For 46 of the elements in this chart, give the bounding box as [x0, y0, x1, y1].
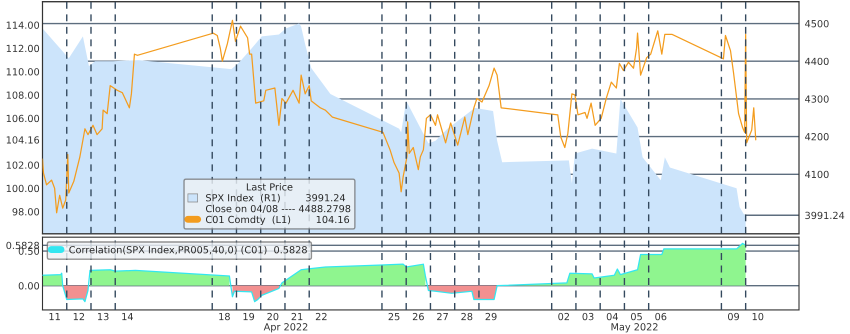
x-tick-label: 02 [558, 312, 570, 320]
x-tick-label: 25 [388, 312, 400, 320]
y-tick-label: 0.00 [18, 282, 40, 290]
y-tick-label: 0.50 [18, 247, 40, 255]
y2-tick-label: 4500 [805, 20, 829, 28]
x-tick-label: 19 [243, 312, 254, 320]
x-tick-label: 14 [122, 313, 134, 320]
x-tick-label: 05 [631, 312, 642, 320]
y-tick-label: 100.00 [6, 184, 40, 192]
y-tick-label: 0.5828 [6, 242, 40, 250]
x-tick-label: 21 [292, 312, 302, 320]
x-tick-label: 28 [461, 312, 472, 320]
y2-tick-label: 4100 [805, 170, 829, 178]
x-tick-label: 10 [752, 312, 764, 320]
legend-title: Last Price [246, 183, 292, 191]
y2-tick-label: 4400 [805, 58, 829, 66]
legend-label: C01 Comdty (L1) 104.16 [206, 216, 350, 226]
x-tick-label: 12 [74, 312, 84, 320]
x-tick-label: 27 [437, 312, 448, 320]
x-tick-label: 26 [412, 312, 424, 320]
x2-tick-label: Apr 2022 [264, 323, 308, 332]
x-tick-label: 03 [582, 312, 594, 320]
x-tick-label: 18 [219, 312, 230, 320]
x-tick-label: 29 [486, 312, 497, 320]
y-tick-label: 106.00 [6, 114, 40, 122]
y2-tick-label: 4200 [805, 133, 829, 140]
legend-label: Correlation(SPX Index,PR005,40,0) (C01) 0.5828 [69, 246, 307, 255]
x-tick-label: 11 [50, 313, 60, 320]
x-tick-label: 09 [728, 312, 740, 320]
y2-tick-label: 3991.24 [805, 212, 844, 220]
y-tick-label: 110.00 [6, 68, 40, 76]
legend-label: SPX Index (R1) 3991.24 [206, 194, 346, 203]
y-tick-label: 114.00 [6, 21, 40, 29]
x-tick-label: 22 [316, 312, 327, 320]
x-tick-label: 20 [267, 312, 278, 320]
x2-tick-label: May 2022 [612, 323, 658, 332]
y-tick-label: 108.00 [6, 91, 40, 99]
x-tick-label: 06 [655, 312, 666, 320]
x-tick-label: 04 [606, 312, 618, 320]
x-tick-label: 13 [98, 312, 109, 320]
annotation: Close on 04/08 ---- 4488.2798 [206, 204, 350, 214]
y-tick-label: 104.16 [6, 136, 40, 144]
y2-tick-label: 4300 [805, 95, 829, 103]
y-tick-label: 102.00 [6, 161, 40, 169]
y-tick-label: 98.00 [12, 208, 40, 216]
y-tick-label: 112.00 [6, 44, 40, 52]
